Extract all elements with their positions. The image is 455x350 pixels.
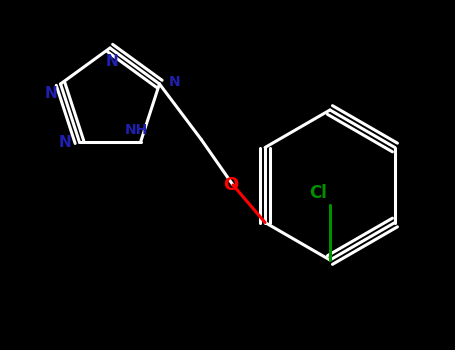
Text: N: N — [169, 75, 180, 89]
Text: NH: NH — [125, 123, 148, 137]
Text: O: O — [223, 176, 238, 194]
Text: Cl: Cl — [309, 184, 327, 202]
Text: N: N — [106, 55, 118, 70]
Text: N: N — [44, 86, 57, 102]
Text: N: N — [59, 134, 72, 149]
